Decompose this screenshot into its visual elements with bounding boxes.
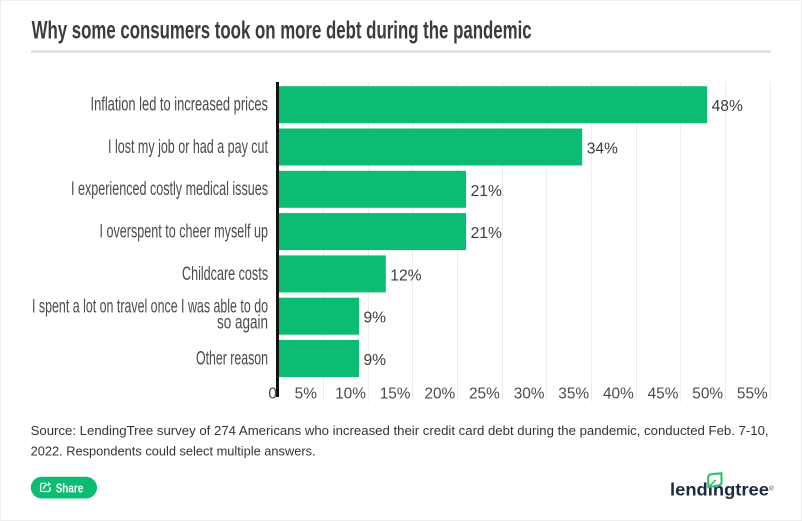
svg-text:45%: 45% — [648, 386, 679, 403]
svg-text:55%: 55% — [737, 386, 768, 403]
svg-text:0: 0 — [268, 386, 277, 403]
svg-text:5%: 5% — [295, 386, 318, 403]
svg-text:I experienced costly medical i: I experienced costly medical issues — [71, 178, 268, 200]
svg-text:Source: LendingTree survey of: Source: LendingTree survey of 274 Americ… — [31, 423, 769, 438]
svg-text:12%: 12% — [390, 267, 421, 284]
svg-text:50%: 50% — [692, 386, 723, 403]
svg-text:48%: 48% — [712, 98, 743, 115]
svg-text:34%: 34% — [587, 141, 618, 158]
svg-text:9%: 9% — [364, 310, 387, 327]
svg-text:Other reason: Other reason — [196, 347, 268, 369]
svg-text:9%: 9% — [364, 352, 387, 369]
svg-text:Childcare costs: Childcare costs — [182, 263, 268, 285]
svg-text:10%: 10% — [335, 386, 366, 403]
svg-text:30%: 30% — [514, 386, 545, 403]
svg-text:40%: 40% — [603, 386, 634, 403]
svg-text:I overspent to cheer myself up: I overspent to cheer myself up — [100, 221, 269, 243]
svg-text:so again: so again — [217, 312, 268, 334]
svg-text:Inflation led to increased pri: Inflation led to increased prices — [91, 94, 269, 116]
svg-text:35%: 35% — [558, 386, 589, 403]
svg-text:I spent a lot on travel once I: I spent a lot on travel once I was able … — [32, 296, 268, 318]
svg-text:2022. Respondents could select: 2022. Respondents could select multiple … — [31, 443, 316, 458]
svg-text:Why some consumers took on mor: Why some consumers took on more debt dur… — [32, 16, 532, 44]
svg-text:®: ® — [769, 486, 774, 493]
svg-text:21%: 21% — [471, 183, 502, 200]
svg-text:25%: 25% — [469, 386, 500, 403]
svg-text:20%: 20% — [424, 386, 455, 403]
svg-text:15%: 15% — [380, 386, 411, 403]
svg-text:Share: Share — [56, 480, 84, 495]
svg-text:I lost my job or had a pay cut: I lost my job or had a pay cut — [108, 136, 268, 158]
svg-text:lendıngtree: lendıngtree — [670, 480, 769, 500]
svg-text:21%: 21% — [471, 225, 502, 242]
